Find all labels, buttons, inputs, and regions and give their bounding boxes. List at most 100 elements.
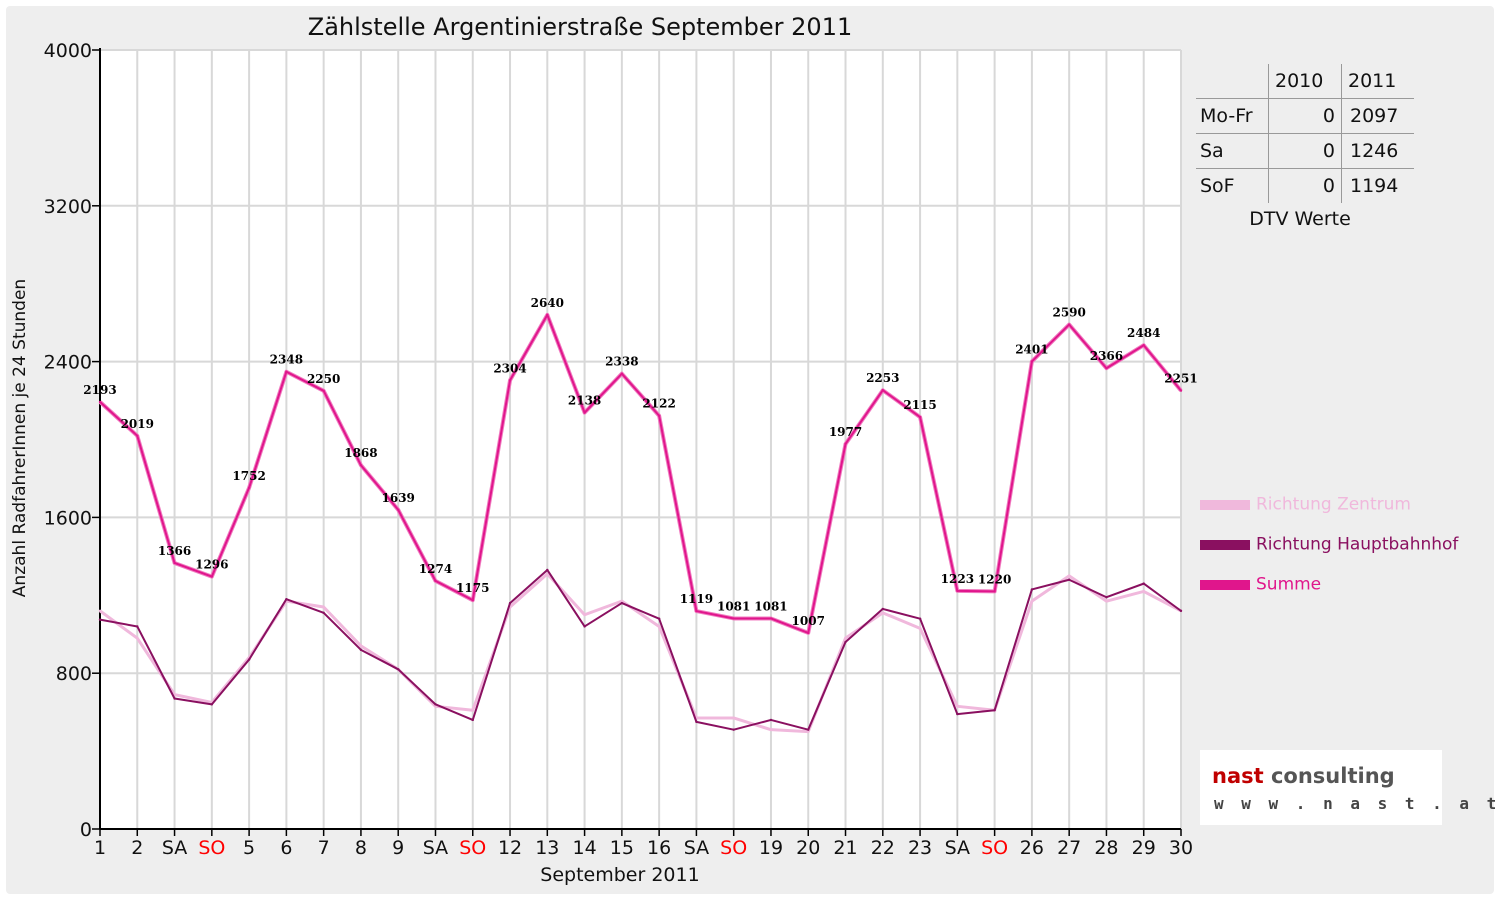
data-point: [1179, 389, 1183, 392]
data-point: [322, 605, 325, 609]
x-tick-label: SO: [981, 837, 1008, 859]
data-point: [956, 589, 959, 593]
data-label: 1119: [680, 592, 713, 606]
x-tick-label: SA: [423, 837, 448, 859]
data-point: [956, 705, 959, 708]
x-axis-label: September 2011: [540, 864, 700, 886]
x-tick-label: 19: [759, 837, 783, 859]
data-point: [173, 561, 176, 565]
data-point: [1179, 609, 1183, 613]
data-point: [844, 640, 847, 644]
y-tick-label: 3200: [44, 196, 92, 218]
data-point: [471, 709, 474, 712]
dtv-corner-cell: [1196, 64, 1269, 99]
x-tick-label: 9: [392, 837, 404, 859]
data-point: [434, 579, 437, 583]
legend-label: Richtung Zentrum: [1256, 494, 1411, 515]
y-tick-label: 4000: [44, 40, 92, 62]
series-line: [99, 568, 1182, 731]
x-tick-label: 22: [871, 837, 895, 859]
data-point: [508, 379, 512, 382]
data-point: [1030, 588, 1034, 591]
data-point: [657, 617, 661, 620]
legend-label: Summe: [1256, 574, 1322, 595]
dtv-header-row: 2010 2011: [1196, 64, 1414, 99]
data-point: [359, 464, 363, 467]
data-label: 1639: [382, 491, 415, 505]
x-tick-label: SO: [720, 837, 747, 859]
data-label: 1175: [456, 581, 489, 595]
data-label: 2115: [903, 398, 936, 412]
data-point: [807, 728, 810, 731]
data-point: [397, 668, 400, 671]
data-point: [397, 508, 400, 512]
data-point: [807, 631, 810, 635]
data-point: [1105, 367, 1108, 370]
x-tick-label: 2: [131, 837, 143, 859]
legend-item-zentrum: Richtung Zentrum: [1200, 494, 1411, 515]
x-tick-label: 1: [94, 837, 106, 859]
data-point: [583, 411, 586, 414]
data-point: [546, 568, 549, 572]
data-point: [546, 572, 549, 576]
data-point: [695, 720, 698, 724]
x-tick-label: 26: [1020, 837, 1044, 859]
logo-url: w w w . n a s t . a t: [1214, 794, 1500, 813]
dtv-value-2011: 1194: [1341, 168, 1414, 203]
x-tick-label: 23: [908, 837, 932, 859]
data-point: [583, 625, 586, 628]
data-label: 2401: [1015, 342, 1048, 356]
x-tick-label: 28: [1094, 837, 1118, 859]
data-label: 2348: [270, 353, 303, 367]
data-point: [322, 389, 325, 393]
data-point: [993, 709, 996, 712]
data-label: 1977: [829, 425, 862, 439]
data-point: [881, 389, 884, 392]
data-point: [918, 617, 922, 620]
data-point: [1105, 599, 1108, 603]
x-tick-label: 29: [1132, 837, 1156, 859]
data-point: [1105, 596, 1108, 599]
x-tick-label: 6: [280, 837, 292, 859]
data-point: [844, 636, 847, 640]
data-point: [620, 601, 624, 605]
data-point: [769, 728, 773, 731]
legend-swatch: [1200, 579, 1250, 590]
data-label: 1007: [792, 614, 825, 628]
data-point: [1030, 599, 1034, 603]
x-tick-label: 8: [355, 837, 367, 859]
dtv-col-2010: 2010: [1268, 64, 1342, 99]
x-tick-label: 15: [610, 837, 634, 859]
data-point: [583, 613, 586, 616]
dtv-value-2011: 1246: [1341, 133, 1414, 169]
data-point: [210, 703, 214, 706]
y-tick-label: 2400: [44, 352, 92, 374]
x-tick-label: 7: [318, 837, 330, 859]
x-tick-label: SA: [162, 837, 187, 859]
data-point: [732, 716, 735, 720]
data-point: [98, 618, 102, 621]
data-point: [918, 627, 922, 630]
series-2: [98, 568, 1183, 731]
data-point: [285, 597, 288, 601]
data-label: 1366: [158, 544, 191, 558]
data-point: [918, 415, 922, 419]
data-label: 2590: [1052, 306, 1085, 320]
legend-swatch: [1200, 499, 1250, 510]
dtv-row-label: SoF: [1196, 168, 1269, 203]
dtv-value-2010: 0: [1268, 98, 1342, 134]
data-point: [434, 703, 437, 706]
y-tick-label: 1600: [44, 507, 92, 529]
data-label: 1752: [232, 469, 265, 483]
dtv-value-2010: 0: [1268, 133, 1342, 169]
data-label: 2338: [605, 355, 638, 369]
data-point: [173, 697, 176, 700]
chart-title: Zählstelle Argentinierstraße September 2…: [307, 13, 853, 41]
data-point: [434, 705, 437, 708]
data-point: [1030, 360, 1034, 363]
data-label: 1220: [978, 572, 1011, 586]
legend-label: Richtung Hauptbahnhof: [1256, 534, 1459, 555]
dtv-value-2011: 2097: [1341, 98, 1414, 134]
data-point: [956, 712, 959, 716]
